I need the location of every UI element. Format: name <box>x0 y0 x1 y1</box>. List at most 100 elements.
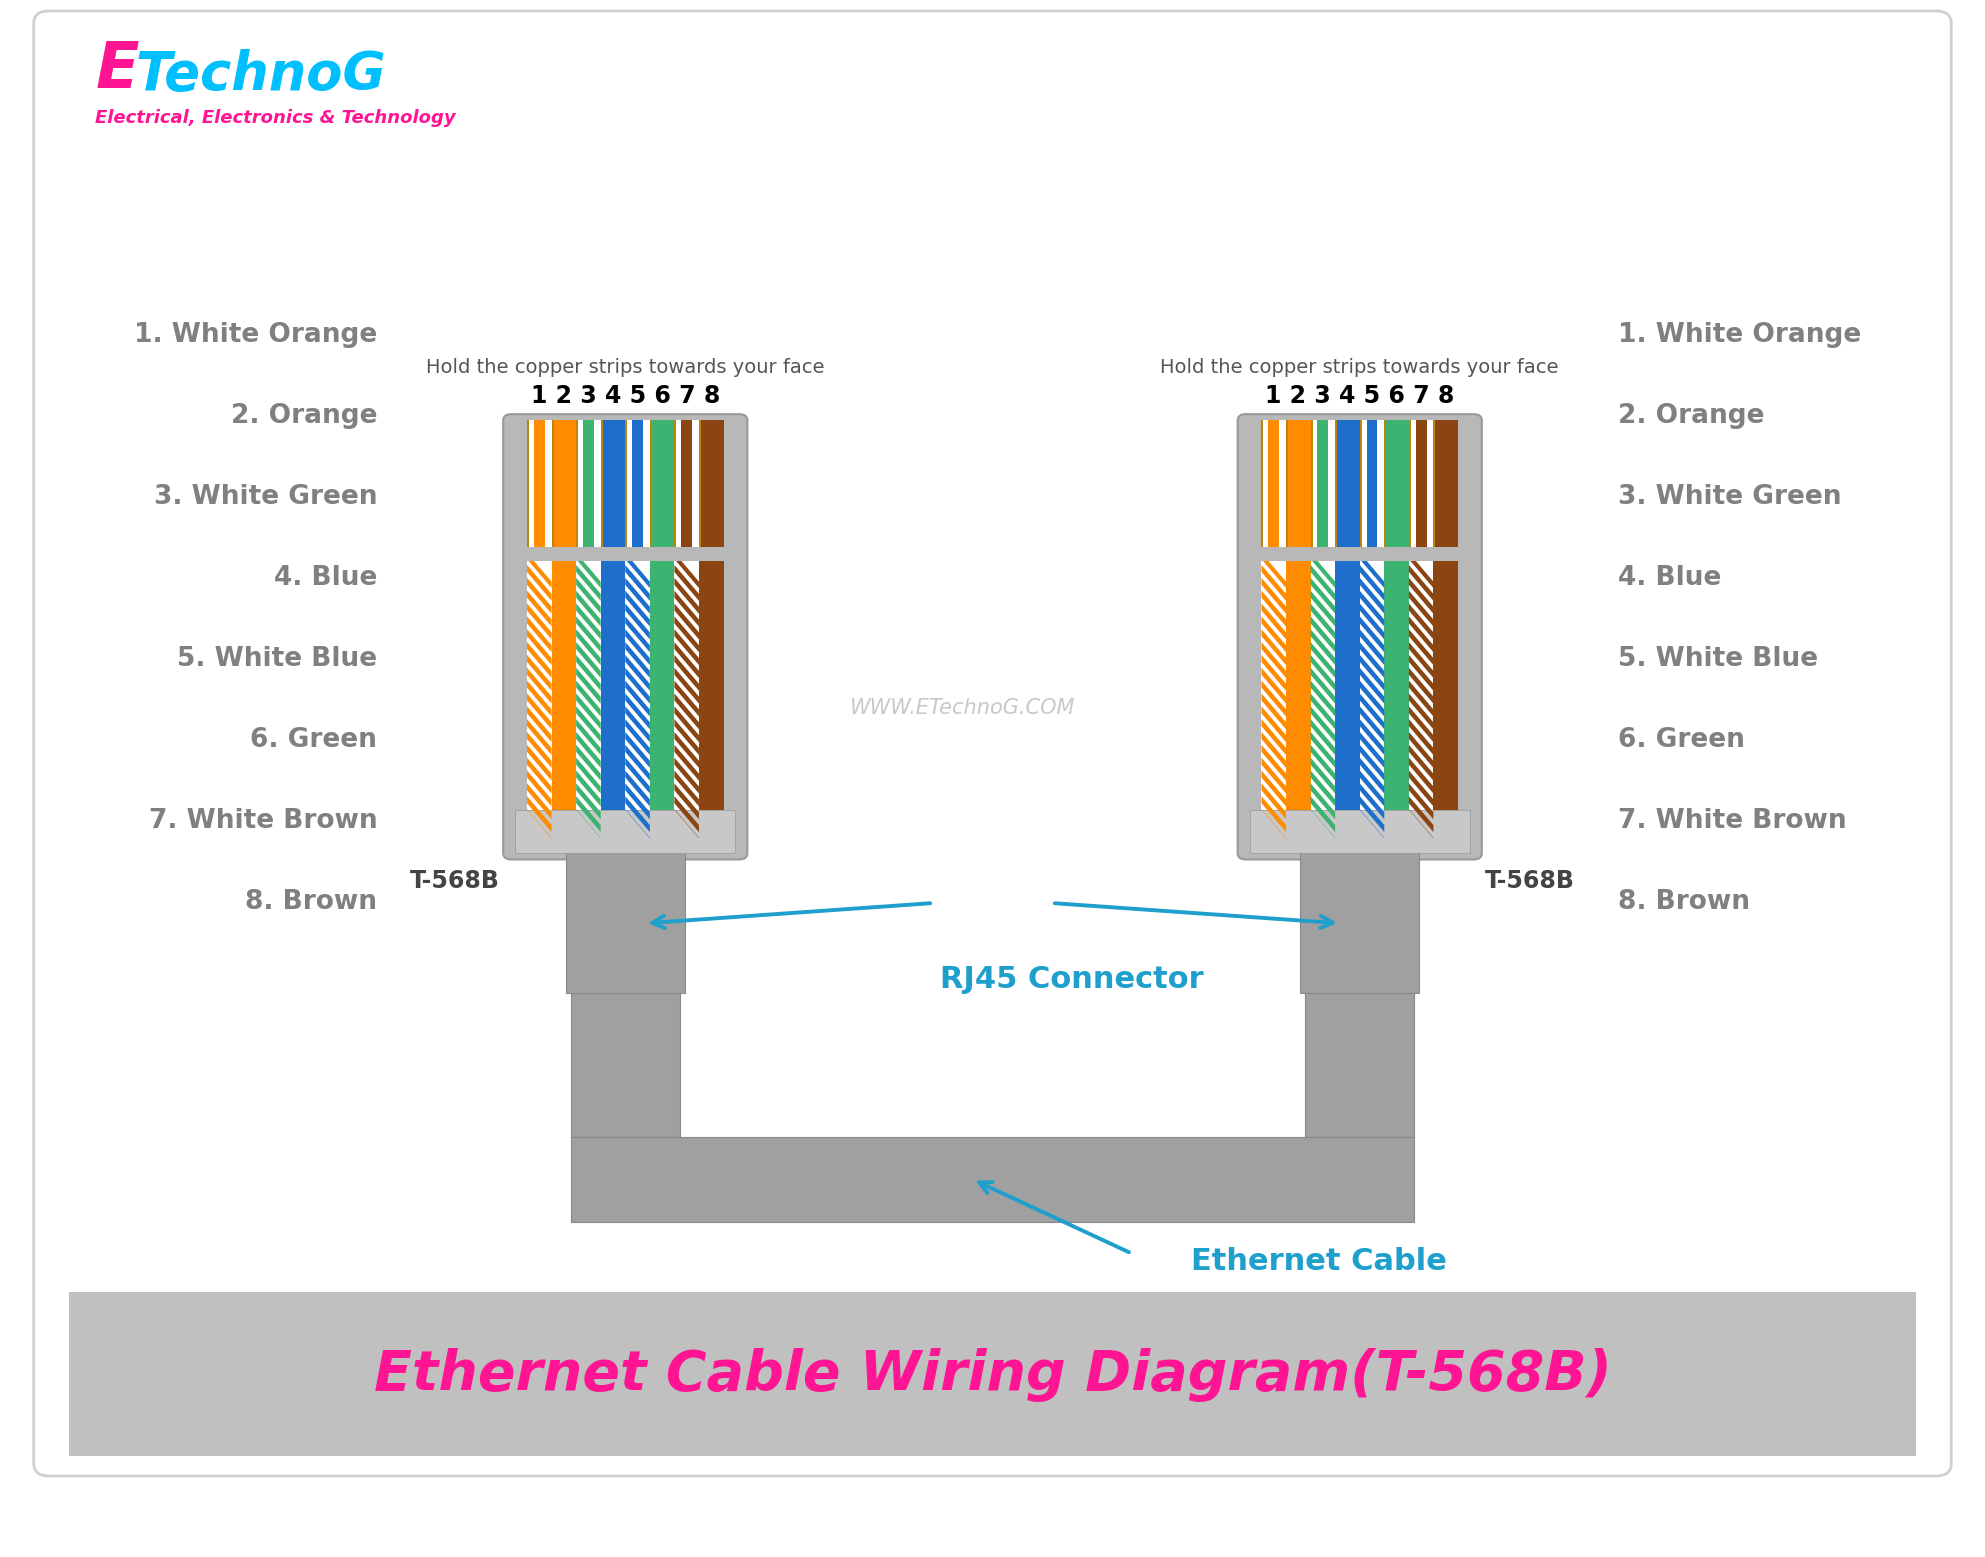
Text: 6. Green: 6. Green <box>250 727 377 752</box>
Polygon shape <box>675 758 699 794</box>
Polygon shape <box>1409 604 1433 640</box>
Bar <box>566 853 685 993</box>
Text: 5. White Blue: 5. White Blue <box>177 646 377 671</box>
Polygon shape <box>675 783 699 819</box>
Bar <box>601 420 625 553</box>
Polygon shape <box>1262 719 1286 755</box>
Polygon shape <box>1360 617 1384 652</box>
Polygon shape <box>1360 783 1384 819</box>
Polygon shape <box>576 810 601 839</box>
Polygon shape <box>625 565 649 601</box>
Polygon shape <box>576 578 601 613</box>
Bar <box>552 553 576 810</box>
Polygon shape <box>625 758 649 794</box>
Polygon shape <box>625 771 649 807</box>
Text: RJ45 Connector: RJ45 Connector <box>941 965 1203 995</box>
Polygon shape <box>528 668 552 704</box>
Polygon shape <box>625 629 649 665</box>
Polygon shape <box>1360 771 1384 807</box>
Polygon shape <box>675 719 699 755</box>
Polygon shape <box>1360 655 1384 691</box>
Polygon shape <box>1262 810 1286 839</box>
Polygon shape <box>528 810 552 839</box>
Polygon shape <box>625 578 649 613</box>
Polygon shape <box>576 771 601 807</box>
Bar <box>625 420 649 553</box>
Bar <box>1251 810 1469 853</box>
Polygon shape <box>528 707 552 743</box>
Polygon shape <box>625 796 649 831</box>
Polygon shape <box>675 578 699 613</box>
Polygon shape <box>528 758 552 794</box>
Polygon shape <box>1360 565 1384 601</box>
Polygon shape <box>1310 744 1336 780</box>
Polygon shape <box>675 707 699 743</box>
Polygon shape <box>528 771 552 807</box>
Bar <box>1336 420 1360 553</box>
Bar <box>1286 553 1310 810</box>
Bar <box>1262 553 1286 810</box>
Bar <box>1262 420 1457 810</box>
Polygon shape <box>675 693 699 729</box>
Polygon shape <box>1409 565 1433 601</box>
Text: Hold the copper strips towards your face: Hold the copper strips towards your face <box>1161 358 1558 377</box>
Polygon shape <box>576 732 601 768</box>
Polygon shape <box>528 641 552 677</box>
Polygon shape <box>1262 707 1286 743</box>
Bar <box>675 553 699 810</box>
Polygon shape <box>1262 604 1286 640</box>
Polygon shape <box>1310 732 1336 768</box>
Polygon shape <box>1310 655 1336 691</box>
Bar <box>572 993 679 1137</box>
Polygon shape <box>1409 655 1433 691</box>
Polygon shape <box>1409 783 1433 819</box>
Polygon shape <box>576 617 601 652</box>
Bar <box>528 553 552 810</box>
Polygon shape <box>1360 732 1384 768</box>
Text: Ethernet Cable Wiring Diagram(T-568B): Ethernet Cable Wiring Diagram(T-568B) <box>373 1348 1612 1401</box>
Bar <box>576 420 601 553</box>
Text: 8. Brown: 8. Brown <box>246 889 377 914</box>
Bar <box>699 553 723 810</box>
Polygon shape <box>1409 617 1433 652</box>
Polygon shape <box>1310 629 1336 665</box>
Bar <box>675 420 699 553</box>
Polygon shape <box>576 668 601 704</box>
Polygon shape <box>1310 668 1336 704</box>
Polygon shape <box>1310 758 1336 794</box>
Bar <box>1384 420 1409 553</box>
Polygon shape <box>1262 693 1286 729</box>
Polygon shape <box>1310 783 1336 819</box>
Polygon shape <box>625 680 649 716</box>
Polygon shape <box>1409 590 1433 626</box>
Text: 7. White Brown: 7. White Brown <box>149 808 377 833</box>
Polygon shape <box>1409 707 1433 743</box>
Text: 5. White Blue: 5. White Blue <box>1618 646 1818 671</box>
Bar <box>1306 993 1415 1137</box>
Polygon shape <box>576 590 601 626</box>
Polygon shape <box>1360 693 1384 729</box>
Polygon shape <box>1310 771 1336 807</box>
Polygon shape <box>675 553 699 589</box>
Polygon shape <box>1360 796 1384 831</box>
Polygon shape <box>1409 810 1433 839</box>
Bar <box>572 1137 1413 1222</box>
Polygon shape <box>1409 732 1433 768</box>
Bar <box>1286 420 1310 553</box>
Polygon shape <box>528 680 552 716</box>
Polygon shape <box>528 578 552 613</box>
Polygon shape <box>1262 668 1286 704</box>
Polygon shape <box>576 629 601 665</box>
Bar <box>528 547 725 561</box>
Bar <box>1300 853 1419 993</box>
Polygon shape <box>675 732 699 768</box>
Polygon shape <box>528 693 552 729</box>
Polygon shape <box>1360 553 1384 589</box>
Polygon shape <box>1310 565 1336 601</box>
Bar <box>625 553 649 810</box>
Polygon shape <box>625 553 649 589</box>
Polygon shape <box>1262 629 1286 665</box>
Polygon shape <box>625 668 649 704</box>
Text: T-568B: T-568B <box>409 869 500 892</box>
Bar <box>552 420 576 553</box>
